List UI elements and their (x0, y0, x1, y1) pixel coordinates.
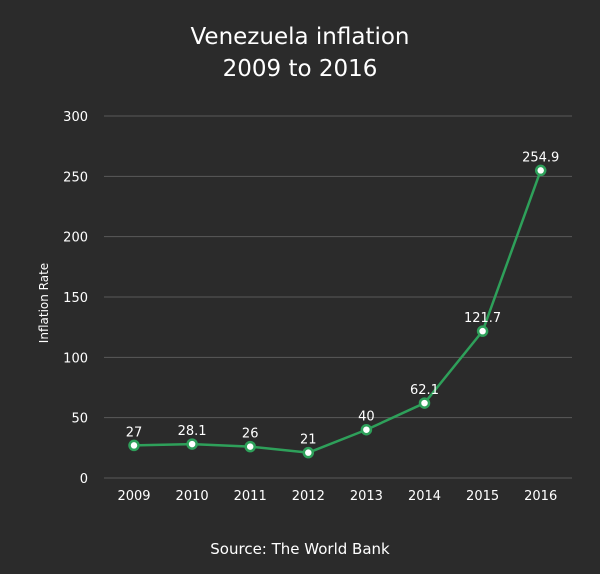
data-label: 27 (126, 425, 143, 440)
y-tick-labels: 0 50 100 150 200 250 300 (63, 110, 88, 487)
data-point (186, 438, 198, 450)
y-tick-label: 300 (63, 110, 88, 125)
y-tick-label: 50 (71, 412, 88, 427)
data-label: 26 (242, 427, 259, 442)
data-label: 28.1 (178, 424, 207, 439)
x-tick-label: 2013 (350, 489, 383, 504)
y-tick-label: 0 (80, 472, 88, 487)
data-points (128, 164, 547, 459)
data-label: 254.9 (522, 150, 559, 165)
y-tick-label: 250 (63, 170, 88, 185)
data-point (128, 439, 140, 452)
y-tick-label: 150 (63, 291, 88, 306)
source-note: Source: The World Bank (210, 540, 390, 558)
y-tick-label: 200 (63, 231, 88, 246)
gridlines (104, 115, 572, 479)
data-point (534, 164, 547, 177)
data-point (302, 446, 315, 459)
x-tick-label: 2010 (176, 489, 209, 504)
chart-title-line-2: 2009 to 2016 (222, 56, 378, 82)
data-label: 21 (300, 433, 317, 448)
data-label: 40 (358, 410, 375, 425)
data-label: 62.1 (410, 383, 439, 398)
data-point (360, 423, 373, 436)
series-line-group (133, 169, 542, 454)
x-tick-label: 2011 (234, 489, 267, 504)
x-tick-label: 2009 (117, 489, 150, 504)
data-label: 121.7 (464, 311, 501, 326)
data-point (244, 440, 256, 453)
data-labels: 27 28.1 26 21 40 62.1 121.7 254.9 (126, 150, 560, 447)
chart-title-line-1: Venezuela inflation (190, 24, 410, 50)
x-tick-label: 2016 (524, 489, 557, 504)
x-tick-labels: 2009 2010 2011 2012 2013 2014 2015 2016 (117, 489, 557, 504)
x-tick-label: 2012 (292, 489, 325, 504)
data-point (418, 397, 431, 409)
x-tick-label: 2015 (466, 489, 499, 504)
x-tick-label: 2014 (408, 489, 441, 504)
data-point (476, 325, 489, 337)
y-tick-label: 100 (63, 351, 88, 366)
series-line (133, 169, 542, 454)
